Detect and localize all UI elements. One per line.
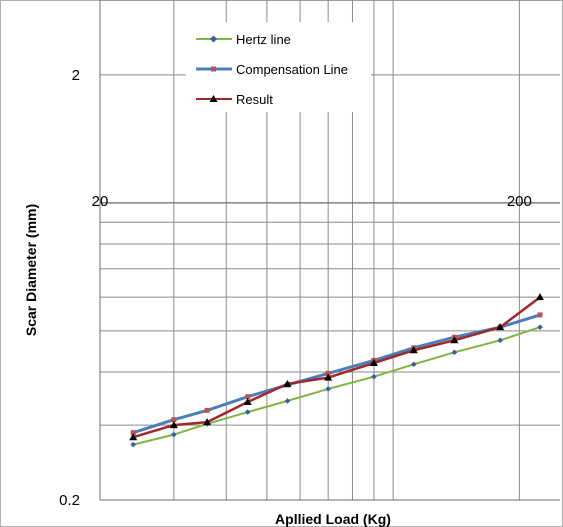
data-point: [497, 337, 503, 344]
legend-item-result: Result: [196, 92, 273, 107]
data-point: [324, 373, 333, 381]
data-point: [535, 293, 544, 301]
legend: Hertz line Compensation Line Result: [186, 22, 371, 112]
data-point: [171, 417, 177, 423]
data-point: [537, 312, 543, 318]
data-point: [245, 394, 251, 400]
y-axis-title: Scar Diameter (mm): [23, 204, 39, 336]
y-tick-label: 2: [72, 67, 80, 84]
data-point: [283, 379, 292, 387]
data-point: [284, 398, 291, 404]
data-point: [243, 398, 252, 406]
legend-item-hertz: Hertz line: [196, 32, 291, 47]
data-point: [171, 431, 177, 438]
data-point: [244, 409, 251, 415]
tick-labels: 2 0.2 20 200: [59, 67, 532, 509]
legend-label-hertz: Hertz line: [236, 32, 291, 47]
data-point: [130, 441, 137, 448]
data-point: [130, 430, 136, 436]
data-point: [325, 370, 331, 376]
series-line: [132, 296, 541, 439]
x-axis-title: Apllied Load (Kg): [275, 511, 391, 527]
data-point: [204, 407, 210, 413]
data-point: [451, 349, 458, 356]
data-point: [450, 336, 459, 344]
data-point: [537, 324, 543, 330]
series-line: [132, 326, 541, 446]
data-point: [496, 323, 505, 331]
legend-label-compensation: Compensation Line: [236, 62, 348, 77]
data-point: [129, 433, 138, 441]
data-point: [169, 421, 178, 429]
data-point: [409, 346, 418, 354]
series-group: [129, 293, 544, 448]
data-point: [203, 418, 212, 426]
data-point: [369, 359, 378, 367]
data-point: [371, 373, 377, 380]
series-result: [129, 293, 544, 441]
legend-label-result: Result: [236, 92, 273, 107]
x-tick-label: 200: [507, 193, 532, 210]
axis-lines: [99, 0, 560, 501]
y-tick-label: 0.2: [59, 492, 80, 509]
data-point: [410, 361, 417, 368]
x-tick-label: 20: [92, 193, 109, 210]
legend-background: [186, 22, 371, 112]
legend-item-compensation: Compensation Line: [196, 62, 348, 77]
series-hertz-line: [130, 324, 543, 448]
data-point: [325, 386, 331, 392]
